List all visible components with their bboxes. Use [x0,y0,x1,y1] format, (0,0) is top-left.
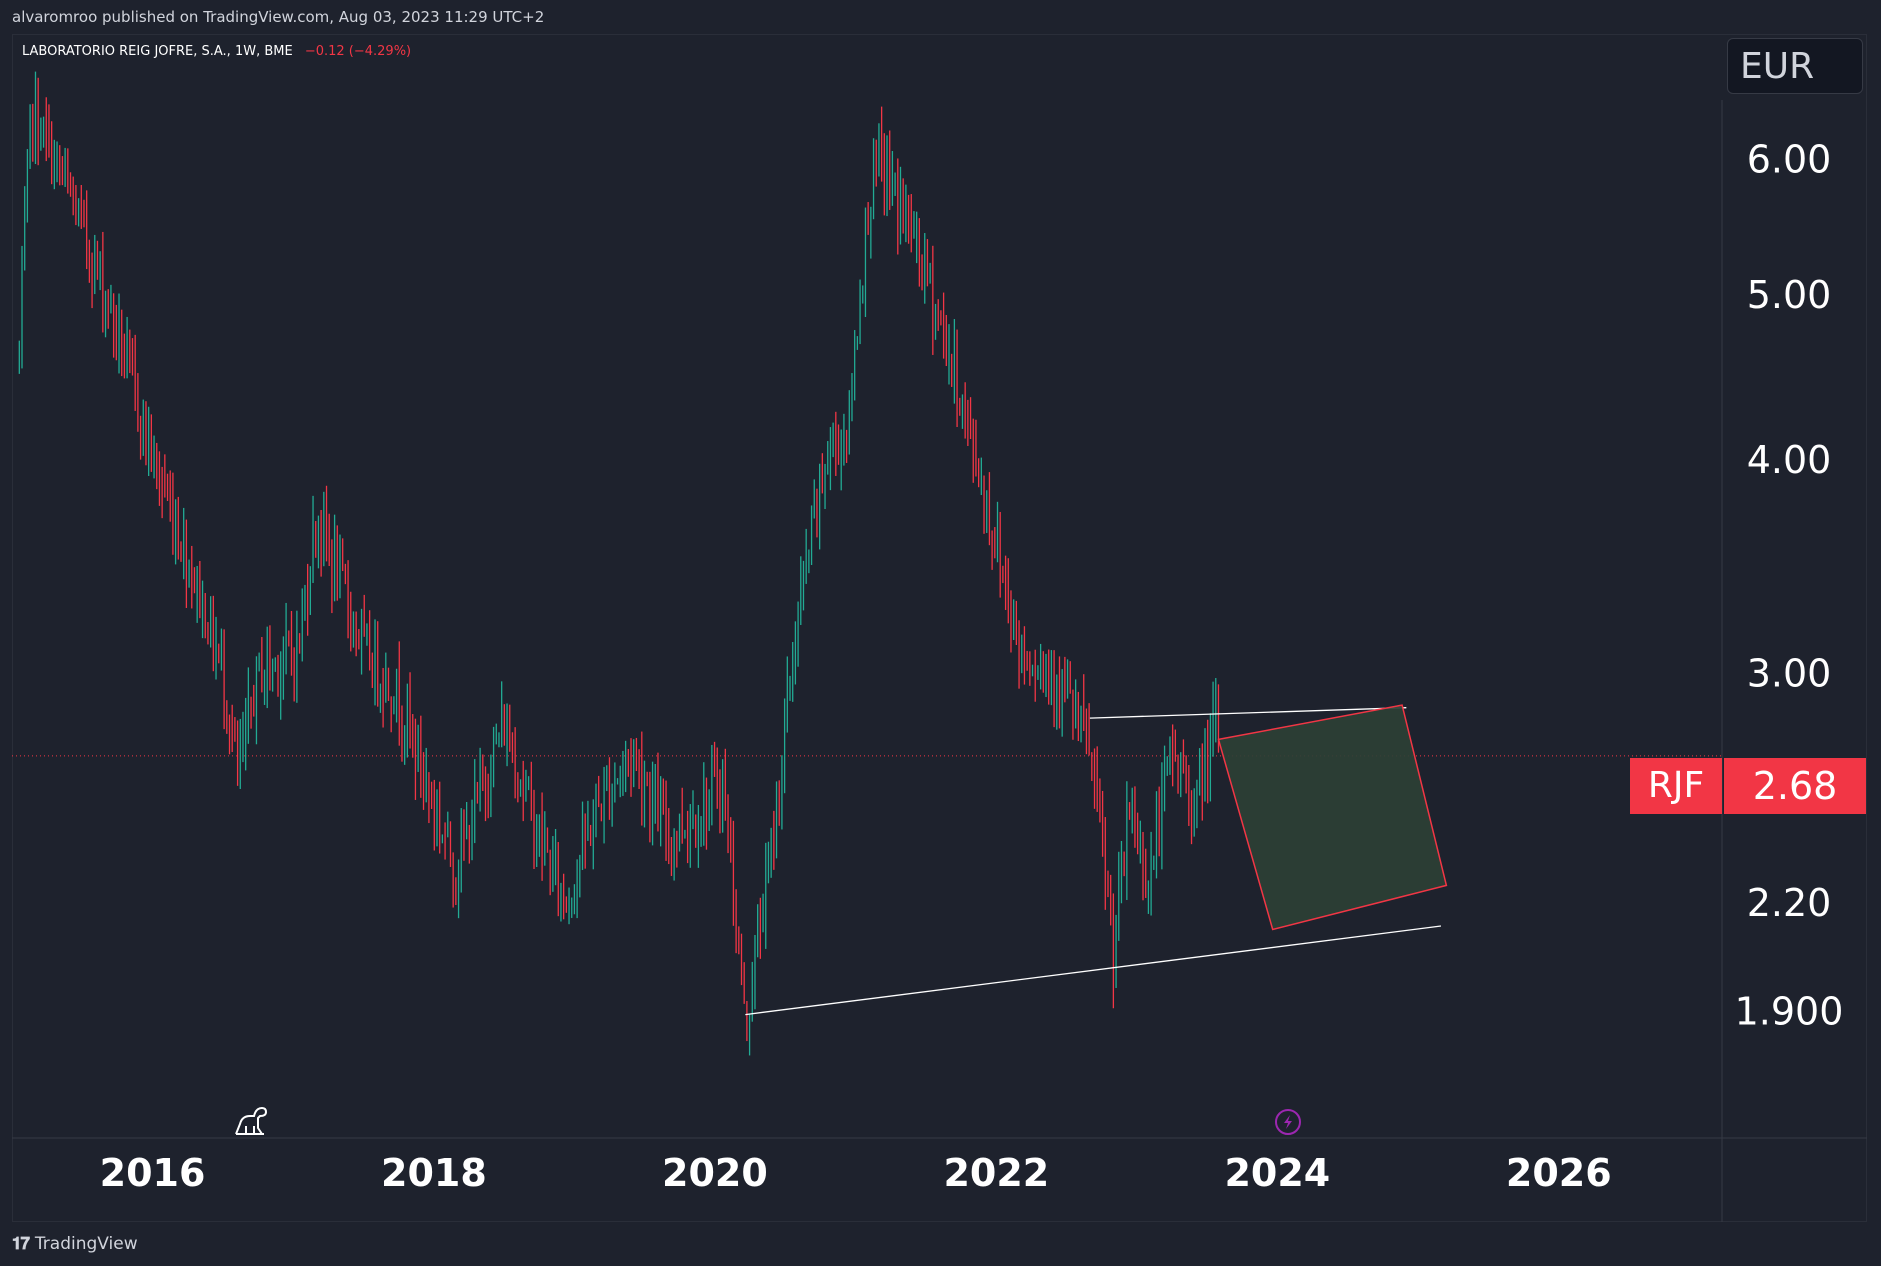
tick-labels-layer: 6.005.004.003.002.602.201.90020162018202… [100,138,1844,1195]
last-price-tag: 2.68 [1724,758,1866,814]
symbol-change: −0.12 (−4.29%) [304,44,412,59]
dinosaur-shape [235,1106,268,1135]
y-tick-label: 3.00 [1747,651,1832,695]
upper-trendline [1089,707,1407,719]
y-tick-label: 1.900 [1735,990,1844,1034]
y-tick-label: 5.00 [1747,273,1832,317]
lightning-bolt [1284,1115,1292,1129]
candles-layer [18,71,1220,1056]
dinosaur-icon [235,1106,268,1135]
lightning-icon [1275,1109,1301,1135]
y-tick-label: 6.00 [1747,138,1832,182]
tradingview-logo-icon: 𝟏𝟕 [12,1234,30,1254]
x-tick-label: 2016 [100,1151,206,1195]
tradingview-logo[interactable]: 𝟏𝟕 TradingView [12,1234,138,1254]
lower-trendline [745,925,1442,1016]
markers-layer [235,1106,1301,1135]
x-tick-label: 2026 [1506,1151,1612,1195]
symbol-name: LABORATORIO REIG JOFRE, S.A., 1W, BME [22,44,293,59]
currency-button[interactable]: EUR [1727,38,1863,94]
x-tick-label: 2020 [662,1151,768,1195]
lightning-ring [1275,1109,1301,1135]
tradingview-brand: TradingView [34,1234,138,1254]
x-tick-label: 2018 [381,1151,487,1195]
x-tick-label: 2022 [943,1151,1049,1195]
symbol-legend[interactable]: LABORATORIO REIG JOFRE, S.A., 1W, BME −0… [22,44,411,59]
published-line: alvaromroo published on TradingView.com,… [12,8,545,26]
axis-layer [12,100,1867,1222]
y-tick-label: 4.00 [1747,438,1832,482]
x-tick-label: 2024 [1224,1151,1330,1195]
ticker-price-tag: RJF [1630,758,1722,814]
drawings-layer [745,704,1448,1016]
target-box [1217,704,1448,931]
chart-frame [12,34,1867,1222]
y-tick-label: 2.20 [1747,881,1832,925]
